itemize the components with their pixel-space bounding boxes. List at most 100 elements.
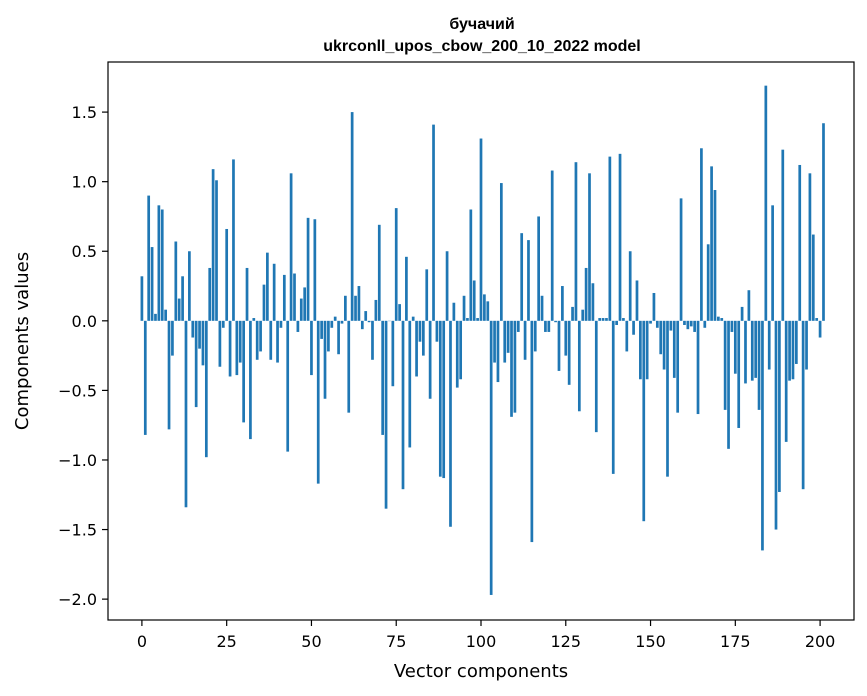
- bar: [296, 320, 300, 332]
- bar: [567, 320, 571, 385]
- bar: [282, 274, 286, 321]
- bar: [571, 306, 574, 321]
- x-axis-label: Vector components: [394, 661, 568, 682]
- bar: [452, 302, 456, 321]
- bar: [503, 320, 507, 363]
- bar: [211, 169, 215, 321]
- y-tick-label: −1.0: [58, 451, 97, 470]
- bar: [276, 320, 279, 363]
- bar: [364, 311, 368, 321]
- bar: [781, 149, 785, 321]
- bar: [754, 320, 758, 378]
- bar: [717, 316, 720, 321]
- bar: [798, 164, 802, 321]
- bar: [513, 320, 517, 413]
- bar: [347, 320, 351, 413]
- bar: [462, 295, 466, 321]
- bar: [344, 295, 347, 321]
- bar: [425, 269, 429, 321]
- x-axis-ticks: 0 25 50 75 100 125 150 175 200: [137, 620, 835, 651]
- bar: [574, 162, 578, 321]
- bar: [764, 85, 768, 321]
- bar: [479, 138, 483, 321]
- bar: [394, 208, 398, 321]
- bar: [615, 320, 618, 325]
- bar: [323, 320, 327, 399]
- bar: [655, 320, 659, 328]
- bar: [808, 173, 812, 321]
- bar: [140, 276, 144, 321]
- bar: [164, 309, 167, 321]
- x-tick-label: 175: [720, 632, 751, 651]
- bar: [757, 320, 761, 410]
- bar: [639, 320, 642, 380]
- bar: [489, 320, 493, 595]
- bar: [750, 320, 754, 381]
- bar: [320, 320, 323, 339]
- bar: [533, 320, 537, 352]
- bar: [683, 320, 686, 325]
- bar: [357, 286, 361, 321]
- bar: [516, 320, 520, 332]
- bar: [801, 320, 805, 490]
- plot-frame: [107, 61, 855, 621]
- bar: [354, 295, 357, 321]
- bar: [184, 320, 188, 508]
- bar: [693, 320, 696, 332]
- bar: [679, 198, 683, 321]
- bar: [601, 318, 605, 321]
- bar: [303, 287, 307, 321]
- bar: [527, 240, 530, 321]
- bar: [371, 320, 374, 360]
- bar: [588, 173, 591, 321]
- bar: [266, 252, 269, 321]
- chart-title-line-2: ukrconll_upos_cbow_200_10_2022 model: [323, 38, 640, 55]
- bar: [727, 320, 730, 449]
- bar: [778, 320, 781, 492]
- bar: [791, 320, 795, 380]
- bar: [143, 320, 147, 435]
- bar: [611, 320, 615, 474]
- bar: [201, 320, 205, 366]
- bar: [215, 180, 218, 321]
- bar: [822, 123, 825, 321]
- bar: [428, 320, 432, 399]
- bar: [659, 320, 663, 355]
- bar: [401, 320, 405, 490]
- bar: [252, 318, 256, 321]
- bar: [310, 320, 313, 376]
- bar: [293, 273, 296, 321]
- bar: [805, 320, 808, 370]
- bar: [466, 318, 469, 321]
- bar: [174, 241, 178, 321]
- bar: [235, 320, 239, 376]
- bar: [171, 320, 174, 356]
- bar: [696, 320, 700, 415]
- bar: [204, 320, 208, 458]
- bar: [384, 320, 388, 509]
- bar: [713, 190, 717, 321]
- bar: [672, 320, 676, 378]
- bar: [405, 256, 408, 321]
- bar: [723, 320, 727, 410]
- bar: [493, 320, 496, 363]
- bar: [327, 320, 330, 352]
- bar: [720, 318, 724, 321]
- bar: [208, 267, 212, 321]
- bar: [544, 320, 547, 332]
- bar: [262, 284, 266, 321]
- y-axis-ticks: −2.0 −1.5 −1.0 −0.5 0.0 0.5 1.0 1.5: [58, 103, 108, 609]
- bar: [438, 320, 442, 477]
- x-tick-label: 100: [466, 632, 497, 651]
- bar: [415, 320, 418, 377]
- bar-series: [140, 85, 825, 595]
- bar: [550, 170, 554, 321]
- bar: [360, 320, 364, 330]
- bar: [591, 283, 595, 321]
- bar: [662, 320, 666, 370]
- bar: [594, 320, 598, 433]
- bar: [177, 298, 181, 321]
- bar: [710, 166, 713, 321]
- bar: [784, 320, 788, 442]
